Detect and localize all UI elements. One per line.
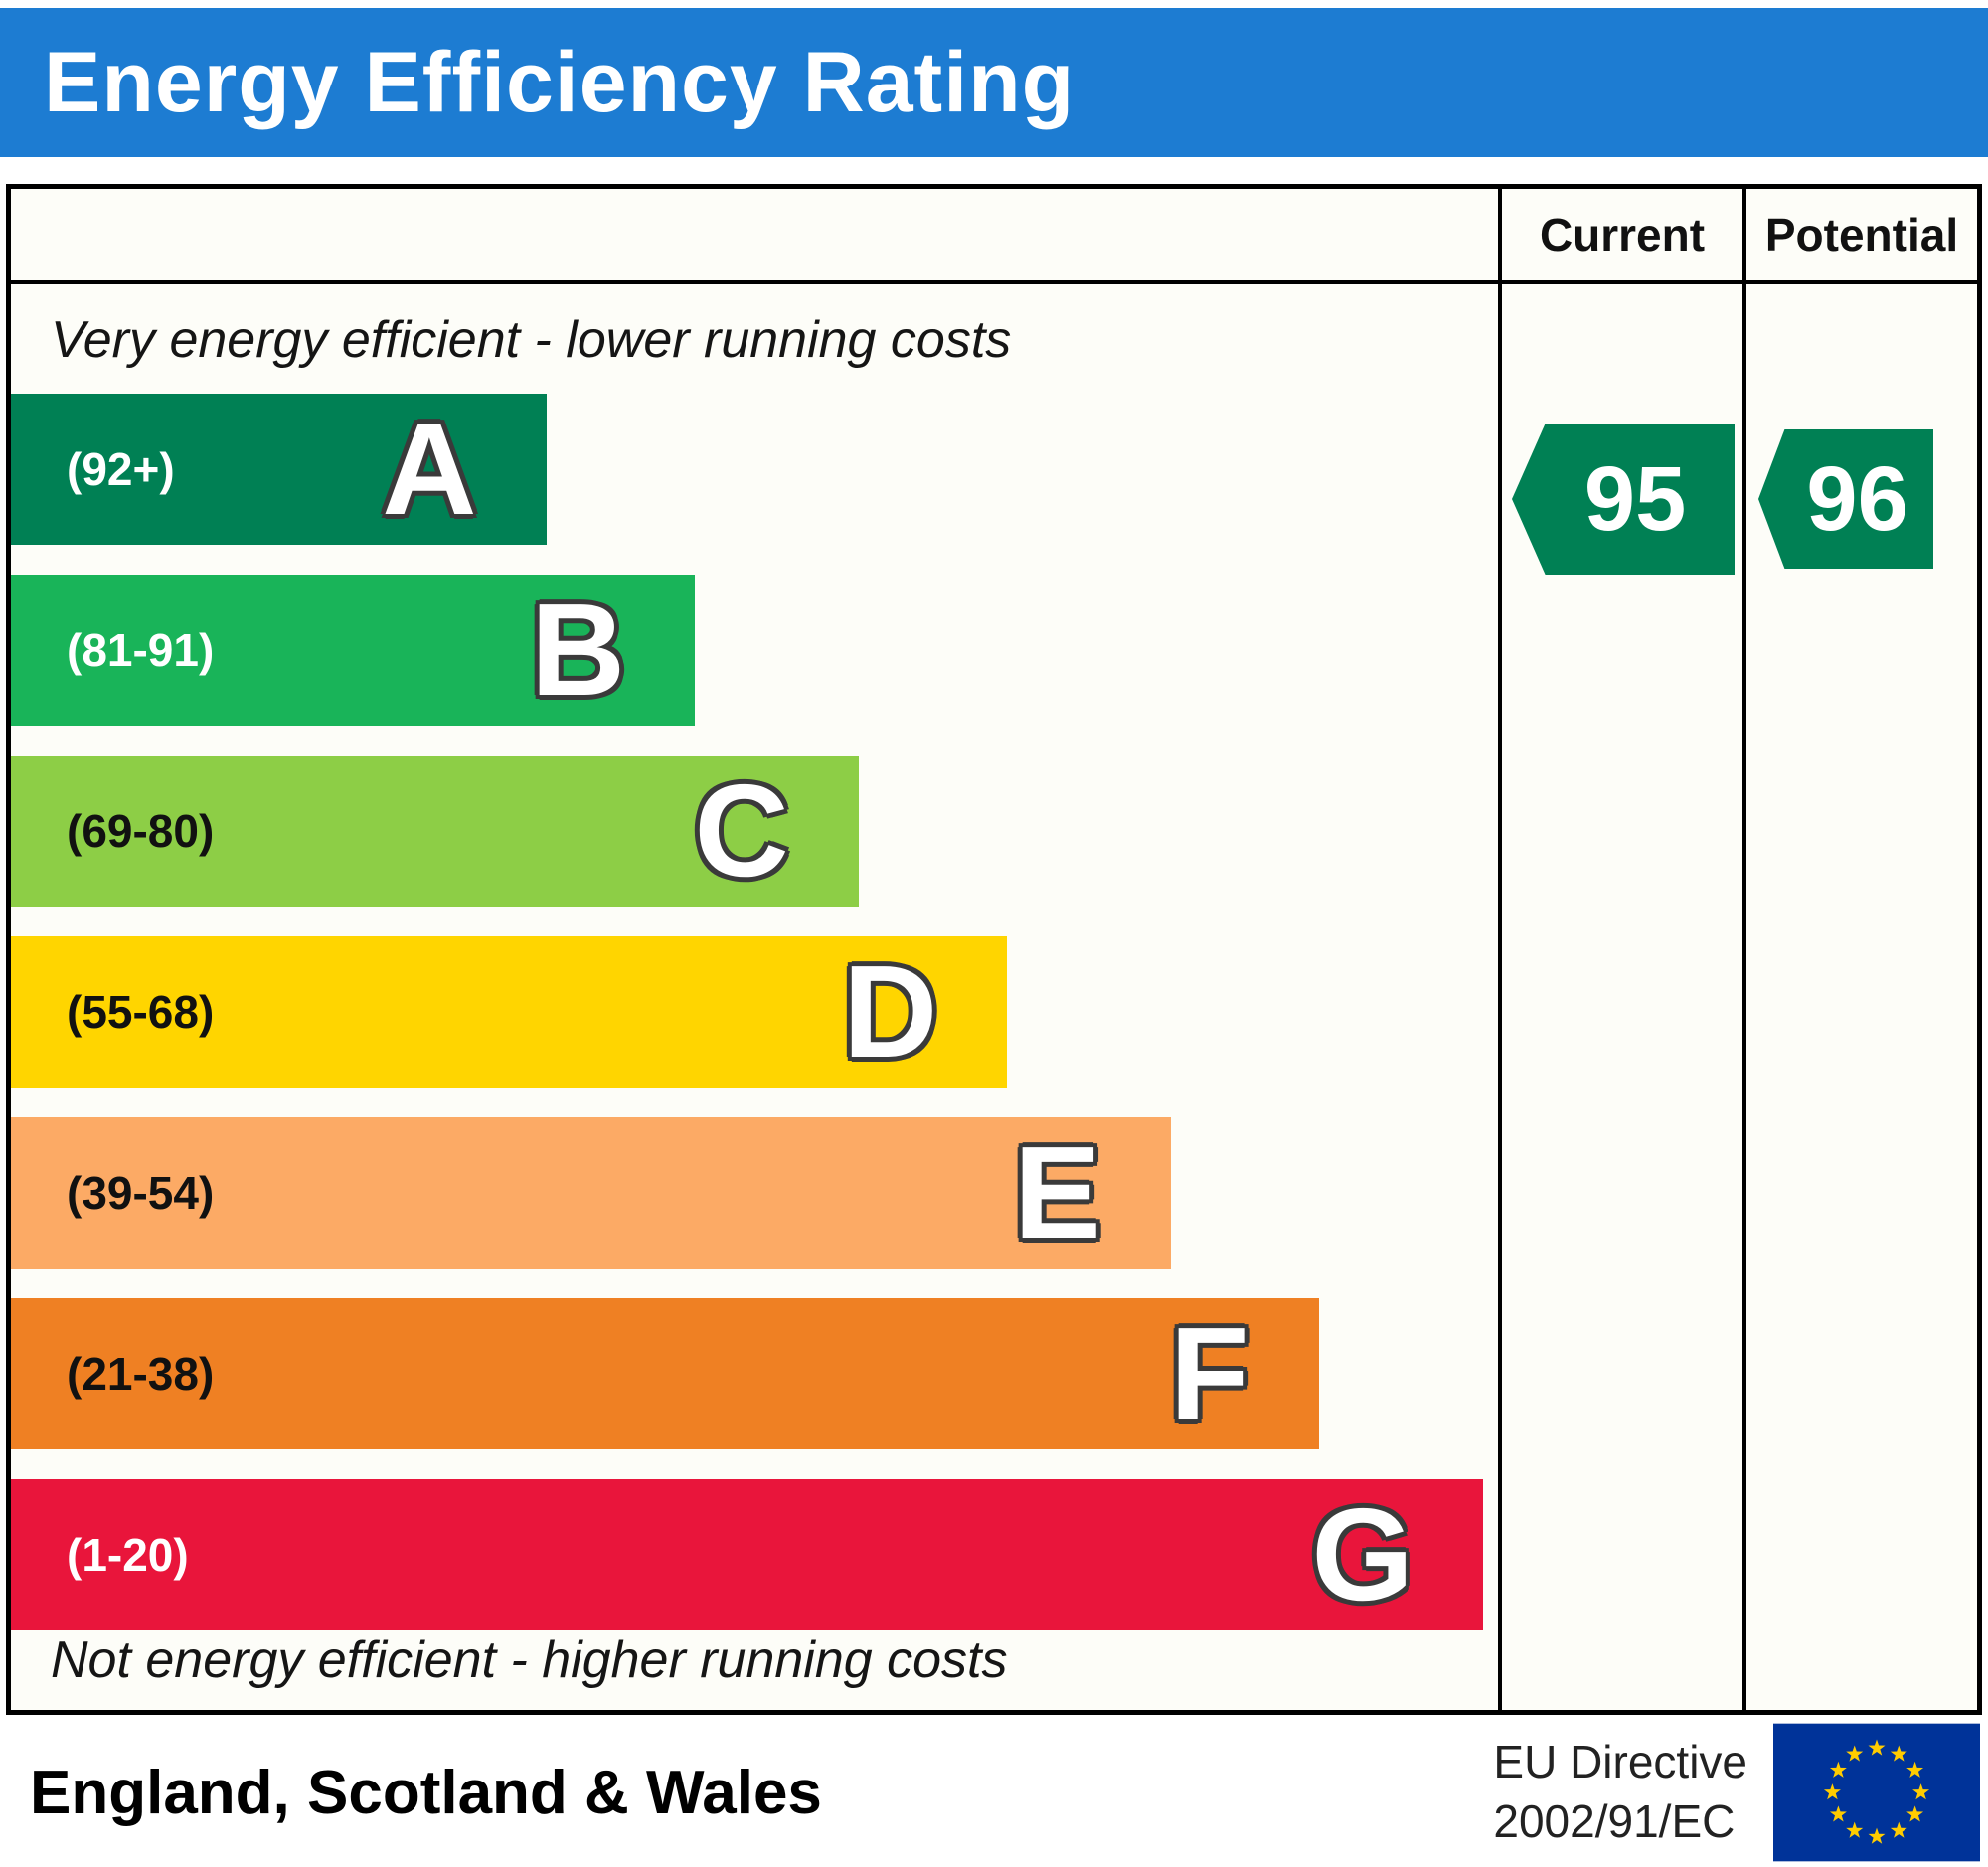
band-letter-label: F — [1169, 1300, 1250, 1446]
band-range-label: (92+) — [67, 443, 175, 495]
band-letter-label: E — [1013, 1119, 1101, 1266]
potential-value: 96 — [1806, 447, 1908, 550]
bands-list: (92+) A (81-91) B (69-80) C — [11, 394, 1498, 1630]
header-potential-label: Potential — [1742, 189, 1977, 284]
region-label: England, Scotland & Wales — [30, 1758, 822, 1827]
band-range-label: (39-54) — [67, 1167, 215, 1219]
eu-directive-line1: EU Directive — [1493, 1736, 1747, 1788]
band-range-label: (21-38) — [67, 1348, 215, 1400]
current-column: 95 — [1498, 284, 1742, 1710]
band-row-g: (1-20) G — [11, 1479, 1498, 1630]
band-range-label: (55-68) — [67, 986, 215, 1038]
band-bar-c: (69-80) C — [11, 756, 859, 907]
band-range-label: (69-80) — [67, 805, 215, 857]
eu-directive-line2: 2002/91/EC — [1493, 1795, 1736, 1847]
bands-column: Very energy efficient - lower running co… — [11, 284, 1498, 1710]
current-value: 95 — [1583, 447, 1687, 550]
page-title: Energy Efficiency Rating — [44, 34, 1076, 130]
potential-arrow: 96 — [1758, 429, 1933, 569]
band-row-a: (92+) A — [11, 394, 1498, 545]
footer: England, Scotland & Wales EU Directive 2… — [0, 1718, 1988, 1867]
eu-flag-icon — [1773, 1723, 1980, 1862]
band-letter-label: B — [530, 577, 626, 723]
band-bar-g: (1-20) G — [11, 1479, 1484, 1630]
band-letter-label: A — [382, 396, 477, 542]
band-range-label: (1-20) — [67, 1529, 189, 1581]
band-row-c: (69-80) C — [11, 756, 1498, 907]
band-row-d: (55-68) D — [11, 936, 1498, 1088]
title-bar: Energy Efficiency Rating — [0, 8, 1988, 157]
band-bar-a: (92+) A — [11, 394, 547, 545]
band-bar-d: (55-68) D — [11, 936, 1008, 1088]
eu-directive-label: EU Directive 2002/91/EC — [1493, 1733, 1747, 1852]
band-row-b: (81-91) B — [11, 575, 1498, 726]
potential-column: 96 — [1742, 284, 1977, 1710]
band-bar-f: (21-38) F — [11, 1298, 1320, 1449]
efficiency-note-bottom: Not energy efficient - higher running co… — [51, 1631, 1008, 1689]
band-bar-e: (39-54) E — [11, 1117, 1171, 1269]
band-bar-b: (81-91) B — [11, 575, 696, 726]
band-letter-label: C — [694, 758, 789, 904]
header-spacer — [11, 189, 1498, 284]
rating-table: Current Potential Very energy efficient … — [6, 184, 1982, 1715]
efficiency-note-top: Very energy efficient - lower running co… — [51, 311, 1012, 369]
band-range-label: (81-91) — [67, 624, 215, 676]
band-row-f: (21-38) F — [11, 1298, 1498, 1449]
current-arrow: 95 — [1512, 424, 1735, 575]
band-letter-label: G — [1311, 1481, 1414, 1627]
header-current-label: Current — [1498, 189, 1742, 284]
band-letter-label: D — [842, 938, 938, 1085]
band-row-e: (39-54) E — [11, 1117, 1498, 1269]
